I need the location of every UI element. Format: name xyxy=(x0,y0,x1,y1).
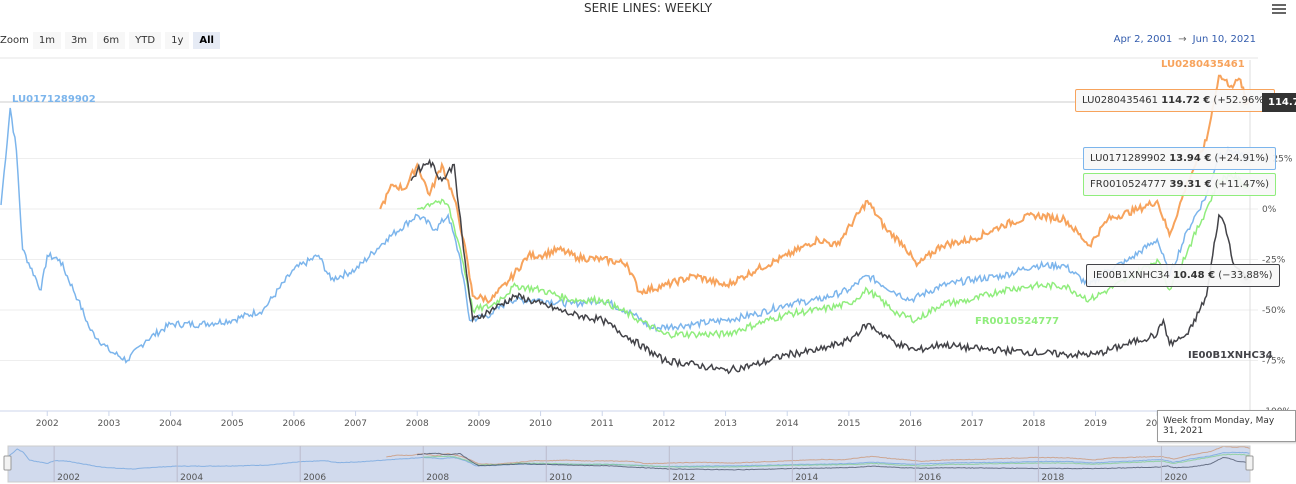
x-tick-label: 2006 xyxy=(282,419,305,429)
tooltip-series-name: FR0010524777 xyxy=(1090,179,1170,190)
x-tick-label: 2005 xyxy=(221,419,244,429)
zoom-all-button[interactable]: All xyxy=(193,32,220,49)
tooltip-change: (+11.47%) xyxy=(1211,179,1270,190)
x-tick-label: 2007 xyxy=(344,419,367,429)
tooltip-series-name: IE00B1XNHC34 xyxy=(1093,270,1173,281)
x-tick-label: 2003 xyxy=(97,419,120,429)
x-tick-label: 2011 xyxy=(591,419,614,429)
tooltip-series-name: LU0171289902 xyxy=(1090,153,1170,164)
navigator-series xyxy=(417,452,1251,471)
x-tick-label: 2004 xyxy=(159,419,182,429)
x-tick-label: 2019 xyxy=(1084,419,1107,429)
y-tick-label: + 25% xyxy=(1262,155,1293,165)
tooltip-value: 13.94 € xyxy=(1169,153,1212,164)
series-line-LU0280435461 xyxy=(379,74,1247,305)
navigator-tick-label: 2012 xyxy=(672,473,695,483)
navigator-tick-label: 2018 xyxy=(1041,473,1064,483)
navigator-tick-label: 2008 xyxy=(426,473,449,483)
x-tick-label: 2014 xyxy=(776,419,799,429)
x-tick-label: 2008 xyxy=(406,419,429,429)
tooltip-series-name: LU0280435461 xyxy=(1082,95,1162,106)
series-label-FR0010524777: FR0010524777 xyxy=(975,316,1060,327)
navigator-series xyxy=(423,453,1251,468)
tooltip-change: (+24.91%) xyxy=(1211,153,1269,164)
series-line-FR0010524777 xyxy=(416,171,1247,340)
date-range: Apr 2, 2001 → Jun 10, 2021 xyxy=(1114,34,1256,45)
navigator-handle-left[interactable] xyxy=(3,455,12,471)
navigator-tick-label: 2010 xyxy=(549,473,572,483)
series-label-LU0171289902: LU0171289902 xyxy=(12,94,96,105)
y-tick-label: -25% xyxy=(1262,256,1286,266)
navigator-tick-label: 2002 xyxy=(57,473,80,483)
series-label-LU0280435461: LU0280435461 xyxy=(1161,59,1245,70)
x-tick-label: 2017 xyxy=(961,419,984,429)
series-line-LU0171289902 xyxy=(0,107,1247,364)
x-tick-label: 2018 xyxy=(1022,419,1045,429)
y-tick-label: 0% xyxy=(1262,205,1277,215)
series-tooltip: IE00B1XNHC34 10.48 € (−33.88%) xyxy=(1086,264,1280,287)
tooltip-value: 114.72 € xyxy=(1161,95,1211,106)
range-to-input[interactable]: Jun 10, 2021 xyxy=(1192,34,1256,45)
range-from-input[interactable]: Apr 2, 2001 xyxy=(1113,34,1173,45)
zoom-6m-button[interactable]: 6m xyxy=(97,32,126,49)
zoom-1y-button[interactable]: 1y xyxy=(165,32,190,49)
series-line-IE00B1XNHC34 xyxy=(410,158,1247,375)
tooltip-value: 10.48 € xyxy=(1172,270,1216,281)
series-tooltip: FR0010524777 39.31 € (+11.47%) xyxy=(1083,173,1277,196)
chart-title: SERIE LINES: WEEKLY xyxy=(583,1,713,15)
navigator-tick-label: 2020 xyxy=(1164,473,1187,483)
series-tooltip: LU0171289902 13.94 € (+24.91%) xyxy=(1083,147,1276,170)
zoom-ytd-button[interactable]: YTD xyxy=(129,32,162,49)
x-tick-label: 2009 xyxy=(467,419,490,429)
range-arrow: → xyxy=(1178,34,1187,45)
x-tick-label: 2002 xyxy=(36,419,59,429)
series-tooltip: LU0280435461 114.72 € (+52.96%) xyxy=(1075,89,1275,112)
navigator-tick-label: 2006 xyxy=(303,473,326,483)
tooltip-change: (−33.88%) xyxy=(1215,270,1273,281)
zoom-3m-button[interactable]: 3m xyxy=(64,32,94,49)
x-tick-label: 2015 xyxy=(837,419,860,429)
x-tick-label: 2010 xyxy=(529,419,552,429)
week-tooltip: Week from Monday, May 31, 2021 xyxy=(1157,410,1296,442)
tooltip-change: (+52.96%) xyxy=(1210,95,1268,106)
x-tick-label: 2016 xyxy=(899,419,922,429)
y-tick-label: -50% xyxy=(1262,306,1286,316)
x-tick-label: 2013 xyxy=(714,419,737,429)
zoom-selector: Zoom 1m 3m 6m YTD 1y All xyxy=(0,32,224,49)
y-tick-label: -75% xyxy=(1262,357,1286,367)
series-label-IE00B1XNHC34: IE00B1XNHC34 xyxy=(1188,350,1273,361)
zoom-label: Zoom xyxy=(0,35,29,46)
crosshair-value-label: 114.72 xyxy=(1262,93,1296,112)
navigator-tick-label: 2004 xyxy=(180,473,203,483)
hamburger-menu-icon[interactable] xyxy=(1272,4,1286,16)
navigator-tick-label: 2014 xyxy=(795,473,818,483)
tooltip-value: 39.31 € xyxy=(1169,179,1212,190)
navigator-handle-right[interactable] xyxy=(1245,455,1254,471)
navigator-series xyxy=(386,445,1251,465)
zoom-1m-button[interactable]: 1m xyxy=(32,32,61,49)
navigator-tick-label: 2016 xyxy=(918,473,941,483)
x-tick-label: 2012 xyxy=(652,419,675,429)
